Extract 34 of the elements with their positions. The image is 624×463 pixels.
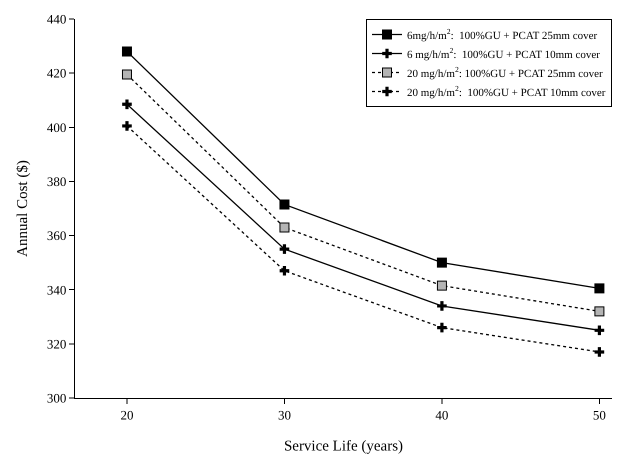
x-tick-label: 20	[120, 408, 134, 423]
y-tick-label: 400	[46, 120, 66, 135]
legend-label: 6mg/h/m$^{2}$: 100%GU + PCAT 25mm cover	[407, 27, 598, 42]
point	[436, 258, 447, 268]
x-tick-label: 30	[278, 408, 291, 423]
point	[122, 121, 132, 131]
y-tick-label: 300	[46, 390, 66, 406]
point	[122, 70, 132, 80]
legend-label: 20 mg/h/m$^{2}$: 100%GU + PCAT 25mm cover	[407, 65, 603, 80]
point	[279, 222, 290, 232]
y-tick-label: 360	[46, 228, 66, 244]
y-axis-title: Annual Cost ($)	[15, 160, 32, 257]
x-tick-label: 50	[592, 408, 606, 423]
y-tick-label: 440	[46, 12, 66, 27]
point	[437, 301, 447, 311]
y-tick-label: 380	[46, 174, 66, 189]
legend-label: 20 mg/h/m$^{2}$: 100%GU + PCAT 10mm cover	[407, 84, 606, 99]
point	[122, 99, 132, 110]
point	[594, 326, 604, 336]
point	[594, 306, 604, 316]
point	[594, 283, 604, 294]
point	[279, 199, 290, 210]
x-tick-label: 40	[435, 408, 448, 423]
legend-label: 6 mg/h/m$^{2}$: 100%GU + PCAT 10mm cover	[407, 46, 600, 61]
point	[594, 347, 604, 357]
point	[280, 244, 290, 254]
point	[436, 280, 447, 291]
y-tick-label: 340	[46, 282, 66, 298]
point	[280, 266, 290, 276]
point	[122, 46, 132, 56]
x-axis-title: Service Life (years)	[284, 438, 404, 455]
y-tick-label: 420	[46, 66, 66, 81]
point	[437, 322, 447, 332]
y-tick-label: 320	[46, 336, 66, 352]
